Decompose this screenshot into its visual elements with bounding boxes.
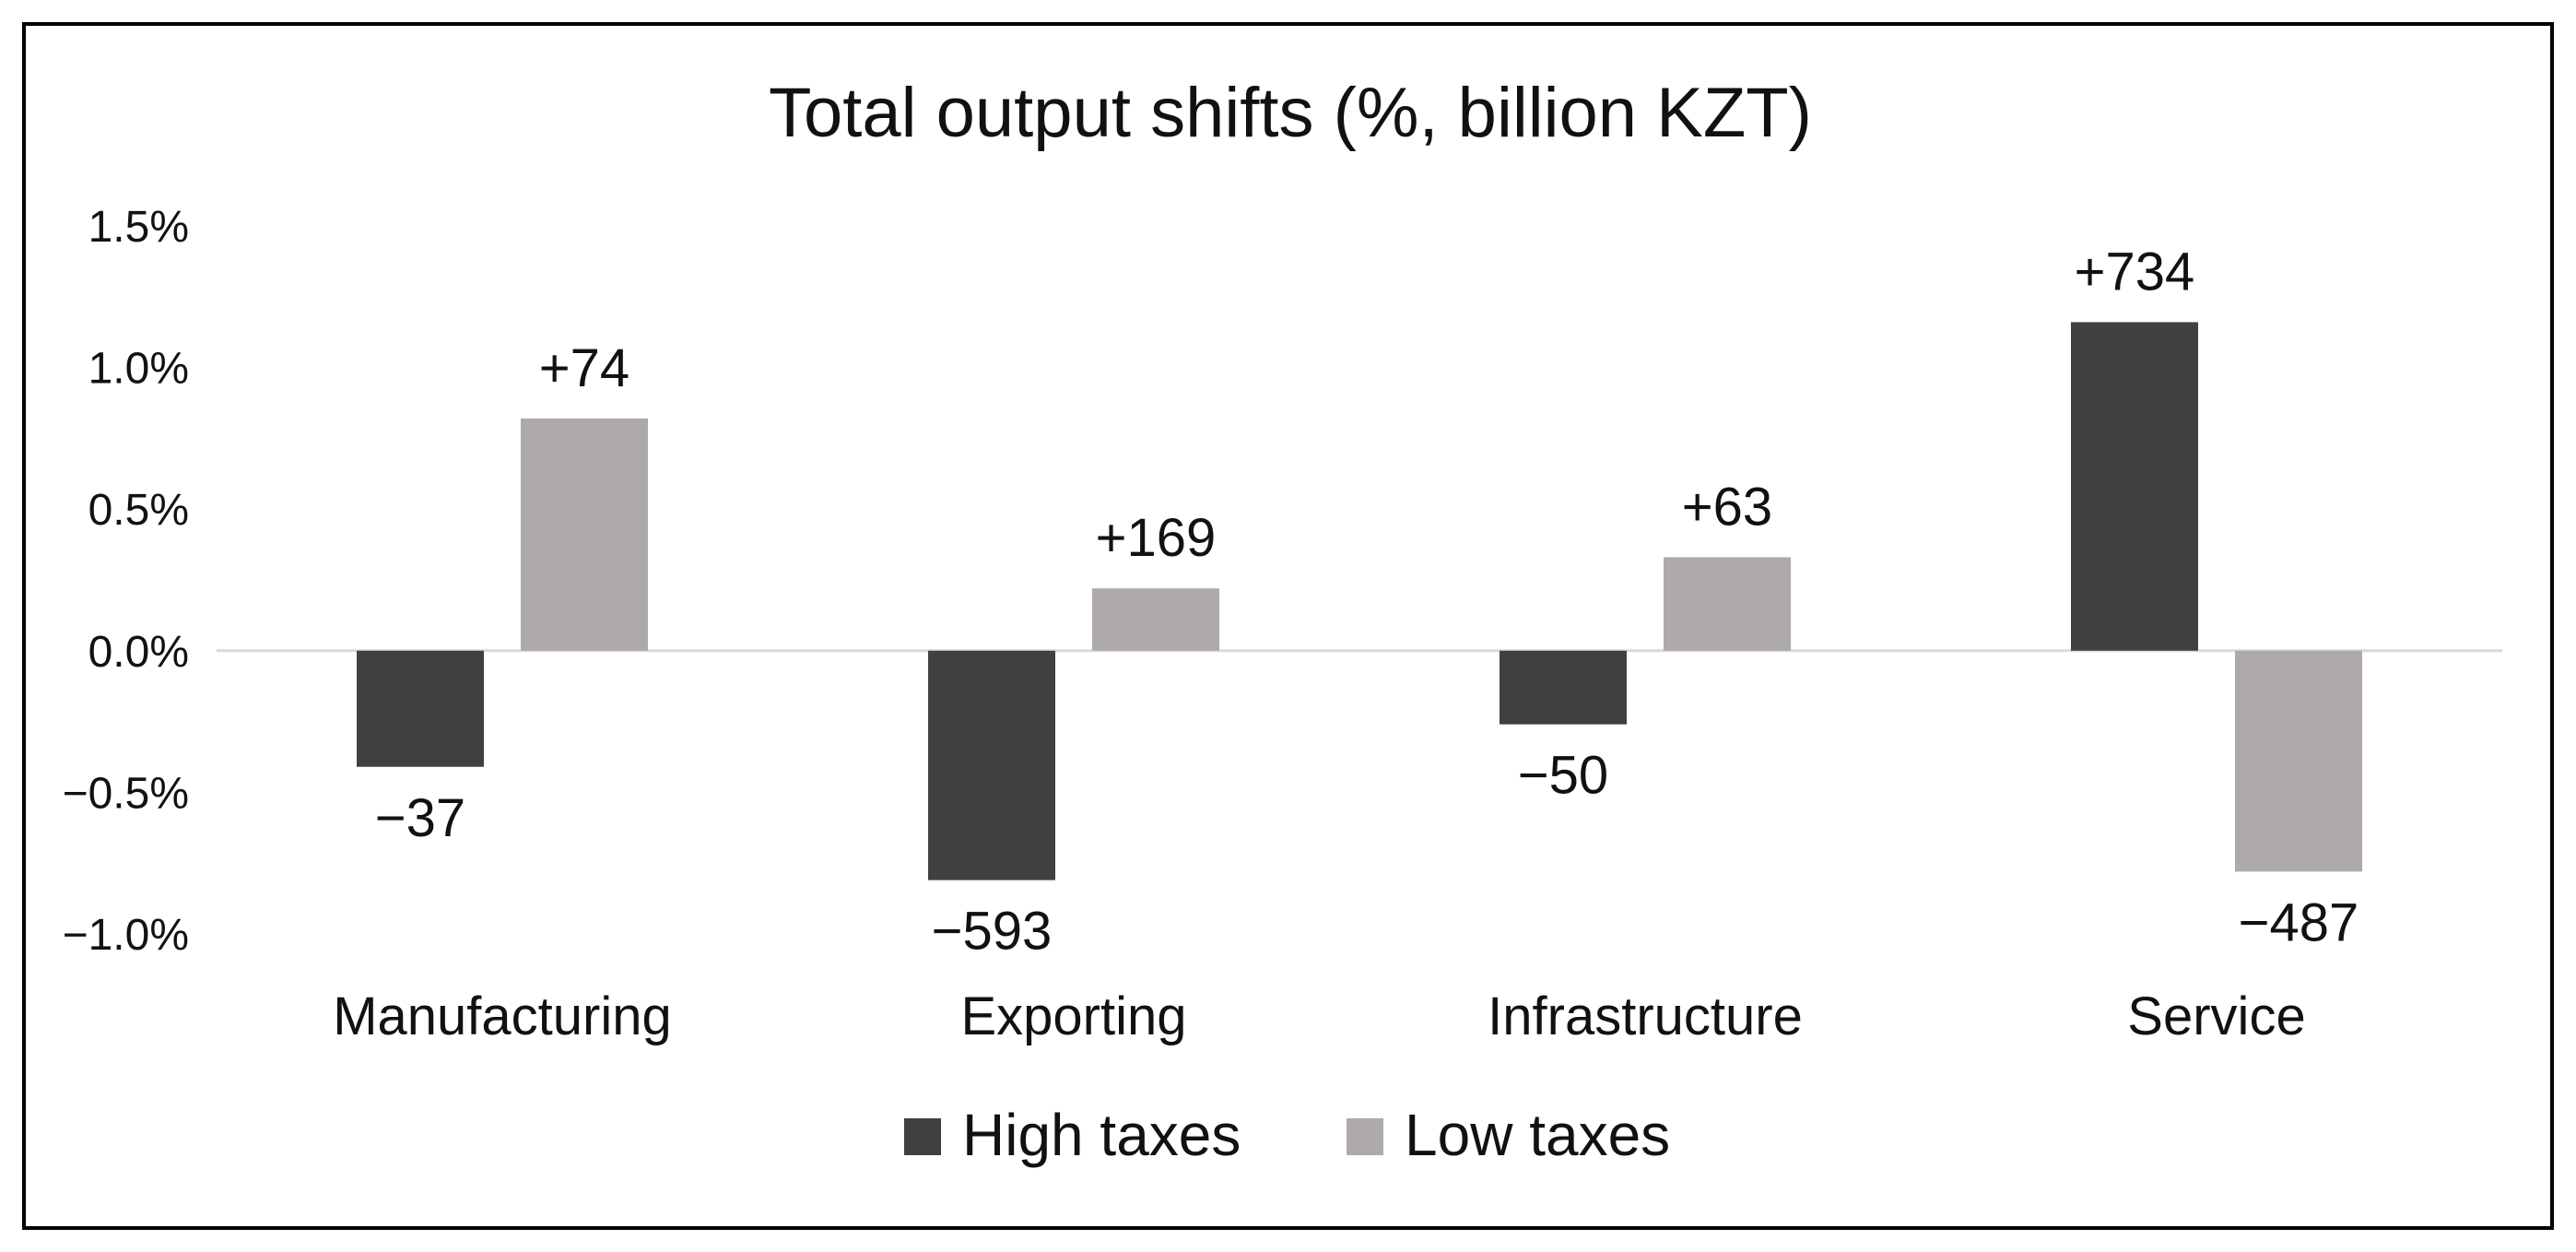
data-label: +169 (1096, 508, 1217, 568)
y-tick-label: 0.5% (88, 486, 189, 535)
chart-title: Total output shifts (%, billion KZT) (769, 74, 1812, 152)
legend-label-low-taxes: Low taxes (1405, 1102, 1670, 1168)
x-axis-category-labels: Manufacturing Exporting Infrastructure Serv… (333, 986, 2305, 1046)
y-axis-tick-labels: 1.5% 1.0% 0.5% 0.0% −0.5% −1.0% (63, 203, 189, 960)
data-label: −50 (1518, 746, 1608, 806)
y-tick-label: −1.0% (63, 911, 189, 960)
bar-low-taxes-manufacturing (521, 418, 648, 651)
x-category-label: Service (2127, 986, 2305, 1046)
bar-high-taxes-manufacturing (357, 650, 484, 767)
y-tick-label: 1.5% (88, 203, 189, 252)
legend-swatch-low-taxes (1347, 1118, 1383, 1155)
y-tick-label: 0.0% (88, 628, 189, 677)
data-label: −37 (375, 788, 465, 848)
x-category-label: Infrastructure (1488, 986, 1803, 1046)
data-label: −593 (932, 902, 1053, 962)
bar-low-taxes-infrastructure (1664, 557, 1791, 651)
legend-swatch-high-taxes (904, 1118, 941, 1155)
bar-high-taxes-exporting (928, 650, 1055, 880)
y-tick-label: −0.5% (63, 769, 189, 818)
data-label: +74 (539, 338, 629, 398)
data-label: −487 (2239, 892, 2359, 952)
bar-high-taxes-infrastructure (1500, 650, 1627, 725)
bars (357, 322, 2362, 880)
legend: High taxes Low taxes (904, 1102, 1670, 1168)
x-category-label: Exporting (960, 986, 1186, 1046)
bar-low-taxes-exporting (1092, 588, 1219, 651)
legend-label-high-taxes: High taxes (962, 1102, 1241, 1168)
y-tick-label: 1.0% (88, 345, 189, 394)
data-label: +734 (2075, 242, 2195, 301)
data-label: +63 (1682, 477, 1772, 537)
bar-high-taxes-service (2071, 322, 2198, 651)
bar-low-taxes-service (2235, 650, 2362, 872)
x-category-label: Manufacturing (333, 986, 672, 1046)
data-labels: −37 +74 −593 +169 −50 +63 +734 −487 (375, 242, 2359, 961)
